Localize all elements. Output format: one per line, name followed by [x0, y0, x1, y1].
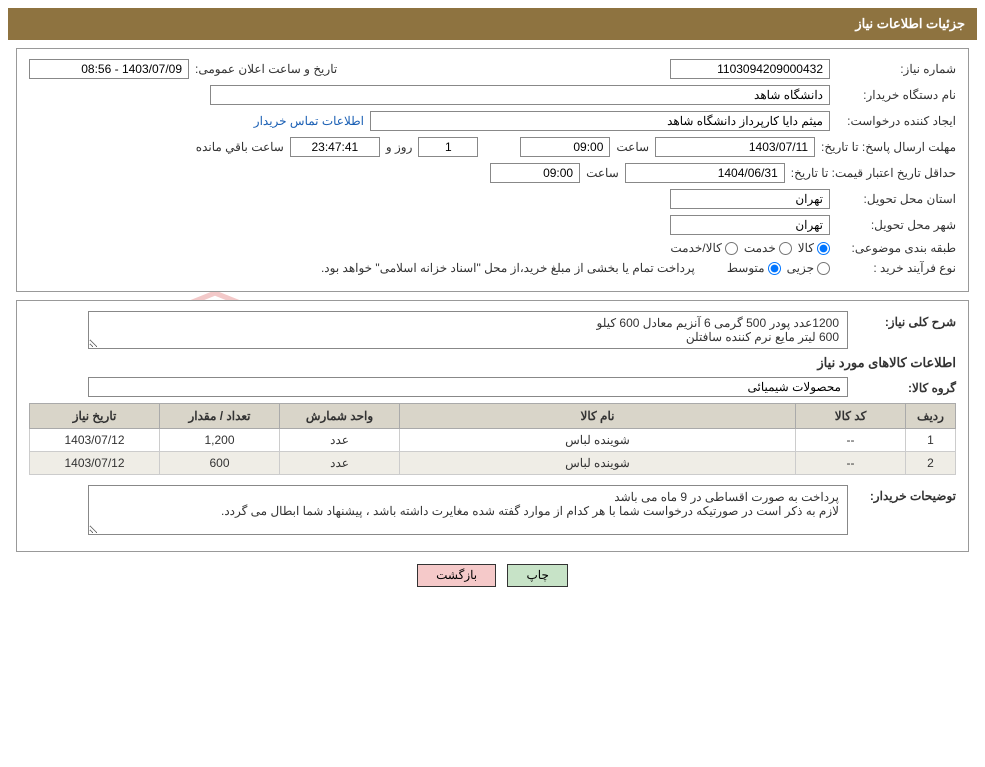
overall-line1: 1200عدد پودر 500 گرمی 6 آنزیم معادل 600 … — [97, 316, 839, 330]
radio-goods[interactable] — [817, 242, 830, 255]
radio-service-label: خدمت — [744, 241, 776, 255]
deadline-label: مهلت ارسال پاسخ: تا تاریخ: — [821, 140, 956, 154]
table-cell: 1403/07/12 — [30, 429, 160, 452]
table-row: 1--شوینده لباسعدد1,2001403/07/12 — [30, 429, 956, 452]
items-table: ردیفکد کالانام کالاواحد شمارشتعداد / مقد… — [29, 403, 956, 475]
radio-service[interactable] — [779, 242, 792, 255]
radio-medium[interactable] — [768, 262, 781, 275]
table-header: تاریخ نیاز — [30, 404, 160, 429]
table-cell: شوینده لباس — [400, 429, 796, 452]
buyer-notes-label: توضیحات خریدار: — [856, 485, 956, 503]
buyer-notes-field[interactable]: پرداخت به صورت اقساطی در 9 ماه می باشد ل… — [88, 485, 848, 535]
overall-desc-field[interactable]: 1200عدد پودر 500 گرمی 6 آنزیم معادل 600 … — [88, 311, 848, 349]
announce-date-label: تاریخ و ساعت اعلان عمومی: — [195, 62, 337, 76]
items-title: اطلاعات کالاهای مورد نیاز — [29, 355, 956, 371]
back-button[interactable]: بازگشت — [417, 564, 496, 587]
remaining-label: ساعت باقي مانده — [196, 140, 284, 154]
table-cell: 1 — [906, 429, 956, 452]
table-cell: 1,200 — [160, 429, 280, 452]
info-section: شماره نیاز: تاریخ و ساعت اعلان عمومی: نا… — [16, 48, 969, 292]
table-cell: 600 — [160, 452, 280, 475]
validity-label: حداقل تاریخ اعتبار قیمت: تا تاریخ: — [791, 166, 956, 180]
buyer-org-field[interactable] — [210, 85, 830, 105]
requester-field[interactable] — [370, 111, 830, 131]
table-cell: 2 — [906, 452, 956, 475]
purchase-type-label: نوع فرآیند خرید : — [836, 261, 956, 275]
table-cell: -- — [796, 452, 906, 475]
time-label-2: ساعت — [586, 166, 619, 180]
radio-goods-service-label: کالا/خدمت — [670, 241, 721, 255]
time-label-1: ساعت — [616, 140, 649, 154]
days-remaining-field[interactable] — [418, 137, 478, 157]
table-cell: 1403/07/12 — [30, 452, 160, 475]
overall-line2: 600 لیتر مایع نرم کننده سافتلن — [97, 330, 839, 344]
category-label: طبقه بندی موضوعی: — [836, 241, 956, 255]
details-section: شرح کلی نیاز: 1200عدد پودر 500 گرمی 6 آن… — [16, 300, 969, 552]
table-cell: -- — [796, 429, 906, 452]
radio-medium-label: متوسط — [727, 261, 765, 275]
requester-label: ایجاد کننده درخواست: — [836, 114, 956, 128]
button-row: چاپ بازگشت — [0, 564, 985, 587]
buyer-notes-line2: لازم به ذکر است در صورتیکه درخواست شما ب… — [97, 504, 839, 518]
table-header: نام کالا — [400, 404, 796, 429]
print-button[interactable]: چاپ — [507, 564, 567, 587]
announce-date-field[interactable] — [29, 59, 189, 79]
table-cell: عدد — [280, 429, 400, 452]
payment-note: پرداخت تمام یا بخشی از مبلغ خرید،از محل … — [321, 261, 695, 275]
overall-desc-label: شرح کلی نیاز: — [856, 311, 956, 329]
days-label: روز و — [386, 140, 413, 154]
category-radios: کالا خدمت کالا/خدمت — [670, 241, 830, 255]
table-cell: عدد — [280, 452, 400, 475]
validity-time-field[interactable] — [490, 163, 580, 183]
table-cell: شوینده لباس — [400, 452, 796, 475]
province-label: استان محل تحویل: — [836, 192, 956, 206]
table-header: کد کالا — [796, 404, 906, 429]
need-number-field[interactable] — [670, 59, 830, 79]
city-label: شهر محل تحویل: — [836, 218, 956, 232]
radio-goods-label: کالا — [798, 241, 814, 255]
group-field[interactable] — [88, 377, 848, 397]
group-label: گروه کالا: — [856, 377, 956, 395]
contact-link[interactable]: اطلاعات تماس خریدار — [254, 114, 364, 128]
table-header: تعداد / مقدار — [160, 404, 280, 429]
deadline-date-field[interactable] — [655, 137, 815, 157]
need-number-label: شماره نیاز: — [836, 62, 956, 76]
radio-minor-label: جزیی — [787, 261, 814, 275]
deadline-time-field[interactable] — [520, 137, 610, 157]
province-field[interactable] — [670, 189, 830, 209]
city-field[interactable] — [670, 215, 830, 235]
validity-date-field[interactable] — [625, 163, 785, 183]
purchase-type-radios: جزیی متوسط — [727, 261, 830, 275]
table-row: 2--شوینده لباسعدد6001403/07/12 — [30, 452, 956, 475]
buyer-org-label: نام دستگاه خریدار: — [836, 88, 956, 102]
radio-minor[interactable] — [817, 262, 830, 275]
page-title: جزئیات اطلاعات نیاز — [8, 8, 977, 40]
buyer-notes-line1: پرداخت به صورت اقساطی در 9 ماه می باشد — [97, 490, 839, 504]
countdown-field[interactable] — [290, 137, 380, 157]
table-header: ردیف — [906, 404, 956, 429]
table-header: واحد شمارش — [280, 404, 400, 429]
radio-goods-service[interactable] — [725, 242, 738, 255]
